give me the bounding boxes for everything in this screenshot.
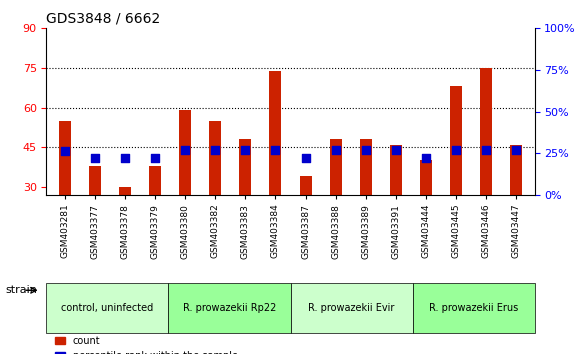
Text: R. prowazekii Evir: R. prowazekii Evir (309, 303, 394, 313)
Bar (390, 144, 402, 195)
Bar (450, 86, 462, 195)
Point (361, 147, 371, 153)
Point (271, 147, 280, 153)
Bar (480, 68, 492, 195)
Point (512, 147, 521, 153)
Bar (270, 70, 281, 195)
Point (90, 155, 99, 161)
Text: R. prowazekii Rp22: R. prowazekii Rp22 (183, 303, 276, 313)
Point (482, 147, 491, 153)
Bar (59, 121, 70, 195)
Bar (149, 166, 161, 195)
Bar (119, 187, 131, 195)
Text: strain: strain (6, 285, 38, 295)
Point (241, 147, 250, 153)
Bar (329, 139, 342, 195)
Point (150, 155, 160, 161)
Bar (360, 139, 372, 195)
Point (451, 147, 461, 153)
Bar (511, 144, 522, 195)
Text: R. prowazekii Erus: R. prowazekii Erus (429, 303, 518, 313)
Legend: count, percentile rank within the sample: count, percentile rank within the sample (51, 332, 242, 354)
Text: control, uninfected: control, uninfected (62, 303, 153, 313)
Bar (89, 166, 101, 195)
Bar (179, 110, 191, 195)
Point (421, 155, 431, 161)
Point (60, 149, 69, 154)
Text: GDS3848 / 6662: GDS3848 / 6662 (46, 12, 161, 26)
Point (210, 147, 220, 153)
Point (181, 147, 190, 153)
Bar (300, 176, 311, 195)
Point (391, 147, 400, 153)
Bar (209, 121, 221, 195)
Bar (420, 160, 432, 195)
Point (331, 147, 340, 153)
Point (301, 155, 310, 161)
Point (120, 155, 130, 161)
Bar (239, 139, 252, 195)
